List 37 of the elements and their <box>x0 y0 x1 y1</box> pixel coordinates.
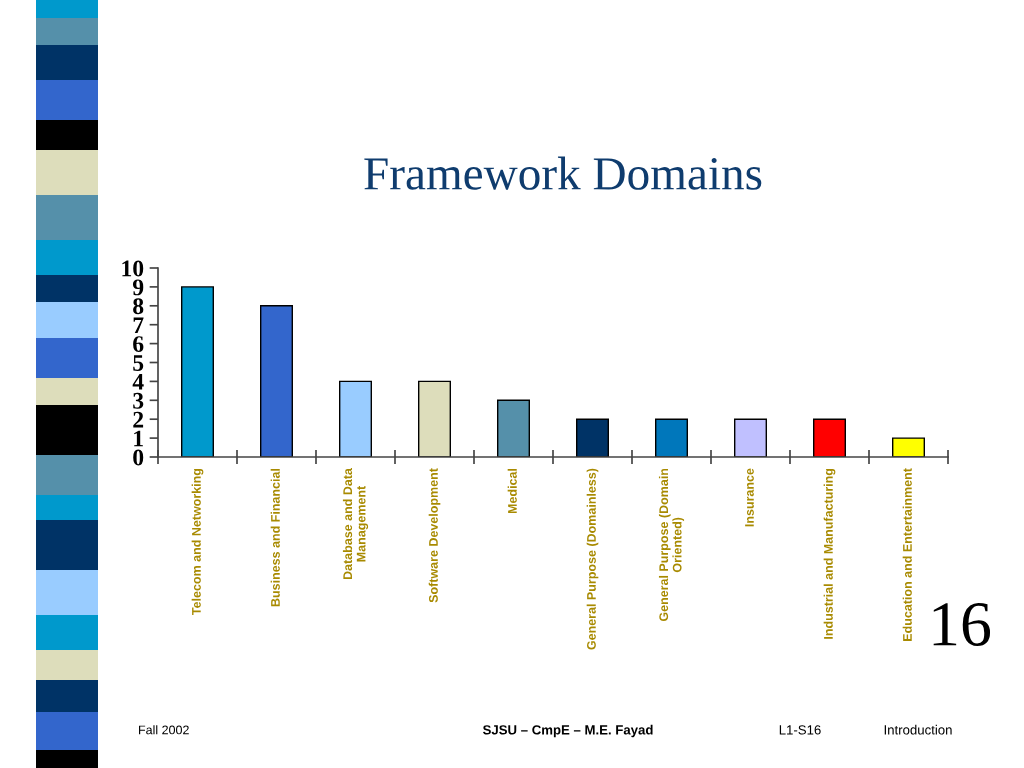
x-tick-label: Software Development <box>428 468 441 603</box>
chart-title: Framework Domains <box>364 156 762 190</box>
x-tick-label: Business and Financial <box>270 468 280 607</box>
x-tick-label: Medical <box>507 468 517 514</box>
x-tick-label: Industrial and Manufacturing <box>823 468 836 639</box>
y-tick-label: 2 <box>133 411 144 428</box>
bar <box>260 305 293 457</box>
bar <box>813 418 846 457</box>
bar <box>418 380 451 457</box>
y-tick-label: 4 <box>132 374 144 390</box>
y-tick-label: 1 <box>134 430 143 447</box>
y-tick-label: 7 <box>133 317 144 333</box>
x-tick-label: Telecom and Networking <box>191 468 204 615</box>
bar <box>497 399 530 457</box>
x-tick-label: Database and Data Management <box>342 468 369 580</box>
bar <box>181 286 214 457</box>
bar <box>655 418 688 457</box>
bar <box>339 380 372 457</box>
y-tick-label: 0 <box>133 449 144 466</box>
x-tick-label: Insurance <box>745 468 754 527</box>
y-tick-label: 5 <box>133 355 144 371</box>
x-tick-label: Education and Entertainment <box>902 468 912 641</box>
y-tick-label: 6 <box>133 336 144 353</box>
text: 16 <box>933 603 991 646</box>
x-tick-label: General Purpose (Domainless) <box>586 468 599 650</box>
y-tick-label: 9 <box>132 279 144 296</box>
text: Fall 2002 <box>139 725 189 735</box>
y-tick-label: 8 <box>133 298 144 315</box>
bar <box>734 418 767 457</box>
bar <box>892 437 925 457</box>
text: L1-S16 <box>779 725 821 735</box>
text: SJSU – CmpE – M.E. Fayad <box>482 724 653 738</box>
y-tick-label: 10 <box>122 260 144 277</box>
y-tick-label: 3 <box>133 392 144 409</box>
text: Introduction <box>884 724 952 735</box>
x-tick-label: General Purpose (Domain Oriented) <box>658 468 685 622</box>
bar <box>576 418 609 457</box>
